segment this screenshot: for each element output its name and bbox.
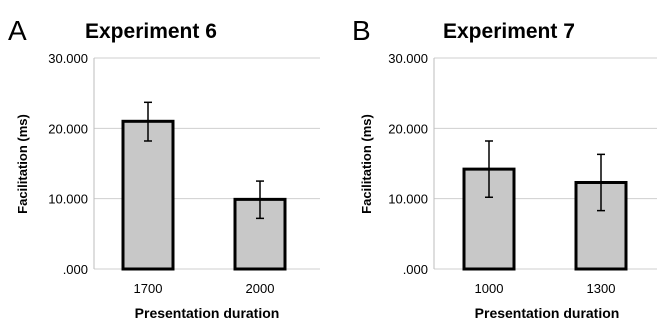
x-tick-label: 1700 [134, 281, 163, 296]
bar [121, 119, 175, 271]
y-axis-label: Facilitation (ms) [359, 114, 374, 214]
panel-letter: B [352, 15, 371, 46]
chart-title: Experiment 7 [443, 20, 575, 43]
y-axis-label: Facilitation (ms) [15, 114, 30, 214]
y-tick-label: 20.000 [48, 121, 88, 136]
panel-a: A Experiment 6 Facilitation (ms) Present… [8, 15, 320, 321]
panel-b: B Experiment 7 Facilitation (ms) Present… [352, 15, 657, 321]
x-tick-label: 2000 [246, 281, 275, 296]
y-tick-label: 30.000 [48, 51, 88, 66]
y-tick-label: 30.000 [388, 51, 428, 66]
panel-letter: A [8, 15, 27, 46]
y-tick-label: .000 [403, 262, 428, 277]
y-tick-label: 10.000 [48, 192, 88, 207]
x-axis-label: Presentation duration [135, 305, 280, 321]
y-tick-label: .000 [63, 262, 88, 277]
chart-title: Experiment 6 [85, 20, 217, 43]
y-tick-label: 10.000 [388, 192, 428, 207]
y-tick-label: 20.000 [388, 121, 428, 136]
x-tick-label: 1300 [587, 281, 616, 296]
x-tick-label: 1000 [475, 281, 504, 296]
x-axis-label: Presentation duration [475, 305, 620, 321]
